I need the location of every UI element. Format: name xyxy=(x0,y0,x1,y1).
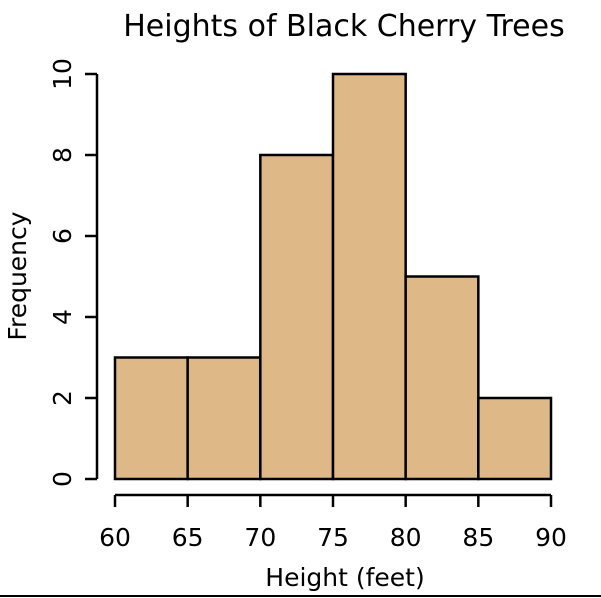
x-axis-label: Height (feet) xyxy=(265,563,424,592)
x-tick-label: 90 xyxy=(535,523,567,552)
chart-title: Heights of Black Cherry Trees xyxy=(123,9,564,44)
y-tick-label: 2 xyxy=(48,390,77,406)
y-axis-label: Frequency xyxy=(3,211,32,340)
x-tick-label: 60 xyxy=(99,523,131,552)
x-tick-label: 80 xyxy=(390,523,422,552)
bars-group xyxy=(113,72,553,481)
y-tick-label: 8 xyxy=(48,147,77,163)
y-tick-label: 0 xyxy=(48,471,77,487)
x-tick-label: 70 xyxy=(244,523,276,552)
histogram-bar-60-65 xyxy=(113,356,189,481)
x-tick-label: 75 xyxy=(317,523,349,552)
y-axis: 0 2 4 6 8 10 xyxy=(48,58,99,487)
y-tick-label: 6 xyxy=(48,228,77,244)
histogram-bar-75-80 xyxy=(331,72,407,481)
x-tick-label: 85 xyxy=(462,523,494,552)
x-axis: 60 65 70 75 80 85 90 xyxy=(99,493,567,552)
histogram-bar-85-90 xyxy=(477,396,553,481)
histogram-bar-80-85 xyxy=(404,275,480,481)
x-tick-label: 65 xyxy=(172,523,204,552)
histogram-bar-70-75 xyxy=(259,153,335,481)
y-tick-label: 10 xyxy=(48,58,77,90)
histogram-bar-65-70 xyxy=(186,356,262,481)
y-tick-label: 4 xyxy=(48,309,77,325)
